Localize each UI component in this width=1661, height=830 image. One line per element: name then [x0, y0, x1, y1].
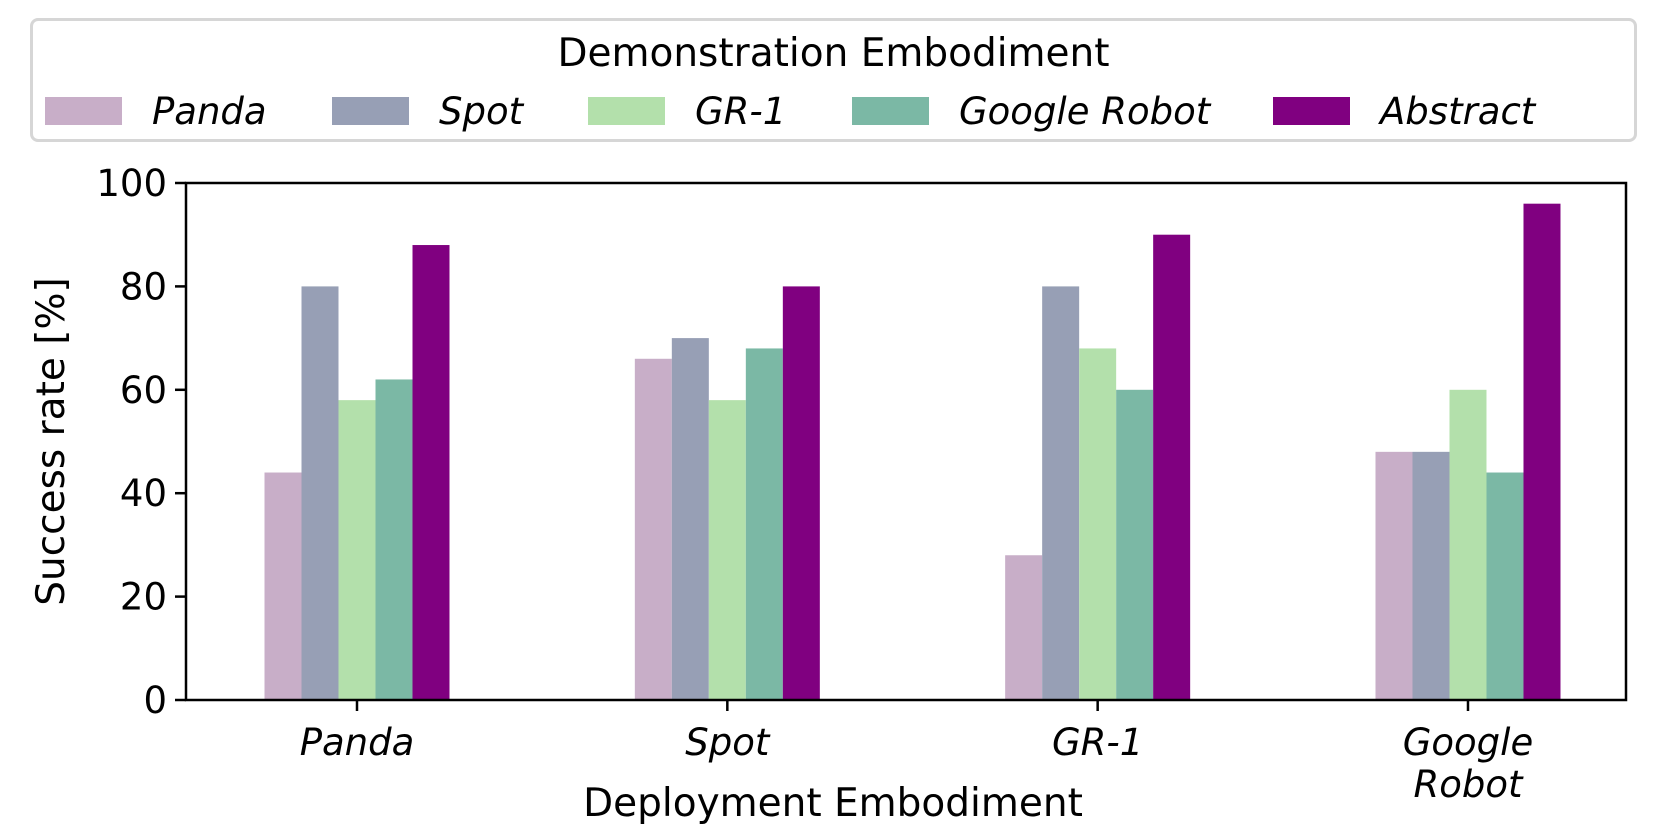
bar-spot-google-robot	[1412, 451, 1450, 700]
legend: Demonstration Embodiment Panda Spot GR-1…	[30, 18, 1637, 142]
legend-swatch-abstract	[1273, 97, 1350, 125]
legend-swatch-google-robot	[852, 97, 929, 125]
bar-panda-gr-1	[1005, 555, 1043, 700]
legend-label-abstract: Abstract	[1380, 90, 1536, 133]
bar-gr-1-spot	[708, 400, 746, 700]
legend-label-spot: Spot	[439, 90, 524, 133]
bar-abstract-gr-1	[1153, 234, 1191, 700]
bar-panda-google-robot	[1375, 451, 1413, 700]
x-tick-label-google-robot-line-2: Robot	[1413, 763, 1523, 806]
legend-swatch-gr1	[588, 97, 665, 125]
bar-abstract-google-robot	[1523, 203, 1561, 700]
bar-panda-panda	[264, 472, 302, 700]
bar-spot-gr-1	[1042, 286, 1080, 700]
legend-swatch-spot	[332, 97, 409, 125]
x-tick-label-spot: Spot	[685, 721, 771, 764]
bar-spot-panda	[301, 286, 339, 700]
legend-label-google-robot: Google Robot	[959, 90, 1211, 133]
bar-google-robot-spot	[745, 348, 783, 700]
bar-google-robot-panda	[375, 379, 413, 700]
x-tick-label-panda: Panda	[300, 721, 415, 764]
x-axis-label: Deployment Embodiment	[583, 781, 1083, 826]
x-tick-label-gr-1: GR-1	[1052, 721, 1143, 764]
bar-abstract-spot	[782, 286, 820, 700]
legend-label-gr1: GR-1	[695, 90, 787, 133]
plot-frame	[184, 181, 1628, 702]
bar-gr-1-panda	[338, 400, 376, 700]
bar-gr-1-gr-1	[1079, 348, 1117, 700]
legend-label-panda: Panda	[152, 90, 267, 133]
legend-title: Demonstration Embodiment	[557, 31, 1110, 76]
y-tick-label-0: 0	[143, 679, 167, 722]
bar-google-robot-gr-1	[1116, 389, 1154, 700]
y-tick-label-100: 100	[96, 162, 167, 205]
legend-swatch-panda	[45, 97, 122, 125]
y-tick-label-40: 40	[120, 472, 167, 515]
bar-panda-spot	[634, 358, 672, 700]
bar-google-robot-google-robot	[1486, 472, 1524, 700]
bar-abstract-panda	[412, 245, 450, 701]
x-tick-label-google-robot-line-1: Google	[1403, 721, 1533, 764]
y-tick-label-80: 80	[120, 265, 167, 308]
y-tick-label-60: 60	[120, 369, 167, 412]
bar-spot-spot	[671, 338, 709, 700]
y-axis-label: Success rate [%]	[29, 277, 74, 606]
bar-gr-1-google-robot	[1449, 389, 1487, 700]
y-tick-label-20: 20	[120, 576, 167, 619]
